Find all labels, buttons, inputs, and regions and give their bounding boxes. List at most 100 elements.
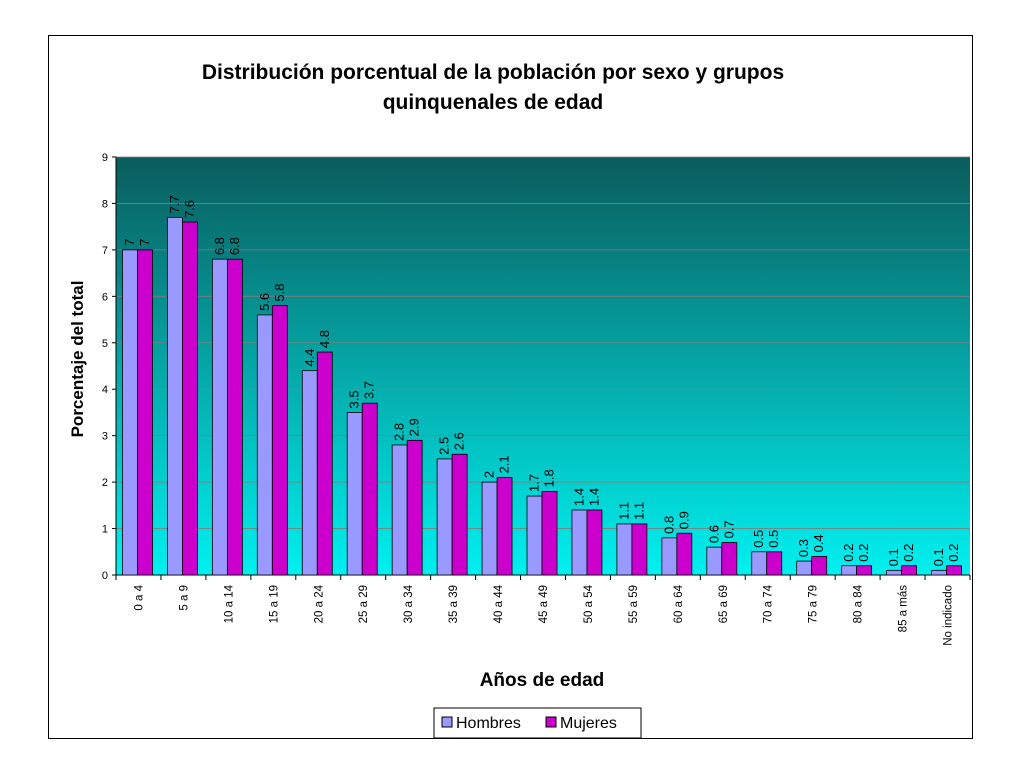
bar-hombres-5 bbox=[346, 412, 363, 576]
bar-hombres-1 bbox=[167, 216, 183, 576]
bar-hombres-12 bbox=[661, 537, 678, 576]
data-label-mujeres-6: 2.9 bbox=[407, 418, 422, 436]
x-tick-label-11: 55 a 59 bbox=[628, 585, 640, 623]
bar-mujeres-5 bbox=[361, 402, 378, 576]
data-label-mujeres-4: 4.8 bbox=[317, 330, 332, 348]
legend-label-mujeres: Mujeres bbox=[560, 715, 617, 732]
bar-mujeres-10 bbox=[586, 509, 603, 576]
bar-hombres-3 bbox=[256, 314, 273, 576]
bar-hombres-18 bbox=[931, 569, 947, 576]
data-label-mujeres-17: 0.2 bbox=[901, 544, 916, 562]
y-tick-label-2: 2 bbox=[102, 477, 108, 489]
bar-mujeres-15 bbox=[811, 556, 828, 576]
bar-hombres-0 bbox=[122, 249, 138, 576]
bar-hombres-17 bbox=[886, 569, 902, 576]
legend-box bbox=[433, 707, 642, 738]
x-tick-label-3: 15 a 19 bbox=[268, 585, 280, 623]
bar-hombres-8 bbox=[481, 481, 498, 576]
x-tick-label-2: 10 a 14 bbox=[223, 584, 235, 623]
data-label-mujeres-9: 1.8 bbox=[542, 469, 557, 487]
data-label-hombres-9: 1.7 bbox=[527, 474, 542, 492]
data-label-hombres-17: 0.1 bbox=[886, 548, 901, 566]
x-tick-label-8: 40 a 44 bbox=[493, 584, 505, 623]
bar-mujeres-11 bbox=[631, 523, 648, 576]
data-label-mujeres-12: 0.9 bbox=[676, 511, 691, 529]
y-tick-label-6: 6 bbox=[102, 291, 108, 303]
bar-hombres-14 bbox=[751, 551, 768, 576]
x-tick-label-10: 50 a 54 bbox=[583, 584, 595, 623]
x-tick-label-16: 80 a 84 bbox=[853, 584, 865, 623]
bar-hombres-13 bbox=[706, 546, 723, 576]
x-tick-label-12: 60 a 64 bbox=[673, 584, 685, 623]
bar-mujeres-14 bbox=[766, 551, 783, 576]
bar-mujeres-16 bbox=[856, 565, 873, 576]
data-label-hombres-2: 6.8 bbox=[212, 237, 227, 255]
bar-mujeres-13 bbox=[721, 542, 738, 576]
data-label-mujeres-5: 3.7 bbox=[362, 381, 377, 399]
x-tick-label-0: 0 a 4 bbox=[133, 584, 145, 610]
y-tick-label-1: 1 bbox=[102, 524, 108, 536]
data-label-mujeres-2: 6.8 bbox=[227, 237, 242, 255]
bar-hombres-10 bbox=[571, 509, 588, 576]
data-label-hombres-0: 7 bbox=[122, 239, 137, 246]
data-label-hombres-3: 5.6 bbox=[257, 293, 272, 311]
y-tick-label-4: 4 bbox=[102, 384, 108, 396]
data-label-mujeres-16: 0.2 bbox=[856, 544, 871, 562]
bar-mujeres-1 bbox=[182, 221, 198, 576]
data-label-hombres-8: 2 bbox=[482, 471, 497, 478]
bar-mujeres-2 bbox=[226, 258, 243, 576]
x-tick-label-15: 75 a 79 bbox=[808, 585, 820, 623]
chart-title-line-1: Distribución porcentual de la población … bbox=[202, 61, 784, 84]
bar-hombres-4 bbox=[301, 370, 318, 576]
data-label-mujeres-7: 2.6 bbox=[452, 432, 467, 450]
bar-hombres-2 bbox=[211, 258, 228, 576]
chart-frame: Distribución porcentual de la población … bbox=[48, 35, 973, 739]
bar-mujeres-12 bbox=[676, 532, 693, 576]
data-label-mujeres-13: 0.7 bbox=[721, 520, 736, 538]
data-label-hombres-16: 0.2 bbox=[841, 544, 856, 562]
data-label-hombres-13: 0.6 bbox=[706, 525, 721, 543]
data-label-hombres-12: 0.8 bbox=[661, 516, 676, 534]
x-tick-label-7: 35 a 39 bbox=[448, 585, 460, 623]
bar-hombres-15 bbox=[796, 560, 813, 576]
x-tick-label-17: 85 a más bbox=[898, 585, 910, 633]
data-label-mujeres-1: 7.6 bbox=[182, 200, 197, 218]
bar-mujeres-3 bbox=[271, 305, 288, 576]
x-tick-label-6: 30 a 34 bbox=[403, 584, 415, 623]
data-label-mujeres-0: 7 bbox=[137, 239, 152, 246]
bar-mujeres-8 bbox=[496, 477, 513, 576]
legend-swatch-mujeres bbox=[545, 716, 557, 728]
bar-hombres-7 bbox=[436, 458, 453, 576]
data-label-hombres-4: 4.4 bbox=[302, 349, 317, 367]
data-label-mujeres-8: 2.1 bbox=[497, 455, 512, 473]
data-label-hombres-14: 0.5 bbox=[751, 530, 766, 548]
y-tick-label-3: 3 bbox=[102, 431, 108, 443]
data-label-hombres-10: 1.4 bbox=[571, 488, 586, 506]
x-tick-label-1: 5 a 9 bbox=[178, 585, 190, 611]
bar-mujeres-9 bbox=[541, 490, 558, 576]
bar-hombres-6 bbox=[391, 444, 408, 576]
data-label-mujeres-18: 0.2 bbox=[946, 544, 961, 562]
x-tick-label-14: 70 a 74 bbox=[763, 584, 775, 623]
legend: Hombres Mujeres bbox=[433, 707, 642, 738]
data-label-hombres-11: 1.1 bbox=[616, 502, 631, 520]
y-tick-label-0: 0 bbox=[102, 570, 108, 582]
x-tick-label-9: 45 a 49 bbox=[538, 585, 550, 623]
y-tick-label-7: 7 bbox=[102, 245, 108, 257]
bar-mujeres-6 bbox=[406, 439, 423, 576]
chart-svg: Distribución porcentual de la población … bbox=[68, 61, 971, 738]
x-tick-label-13: 65 a 69 bbox=[718, 585, 730, 623]
y-axis-label: Porcentaje del total bbox=[68, 281, 87, 438]
data-label-hombres-5: 3.5 bbox=[347, 390, 362, 408]
legend-label-hombres: Hombres bbox=[456, 715, 521, 732]
x-tick-label-18: No indicado bbox=[943, 585, 955, 646]
data-label-mujeres-14: 0.5 bbox=[766, 530, 781, 548]
bar-mujeres-0 bbox=[137, 249, 153, 576]
data-label-hombres-7: 2.5 bbox=[437, 437, 452, 455]
y-tick-label-5: 5 bbox=[102, 338, 108, 350]
bar-mujeres-17 bbox=[901, 565, 917, 576]
x-tick-label-4: 20 a 24 bbox=[313, 584, 325, 623]
x-tick-label-5: 25 a 29 bbox=[358, 585, 370, 623]
y-tick-label-9: 9 bbox=[102, 152, 108, 164]
